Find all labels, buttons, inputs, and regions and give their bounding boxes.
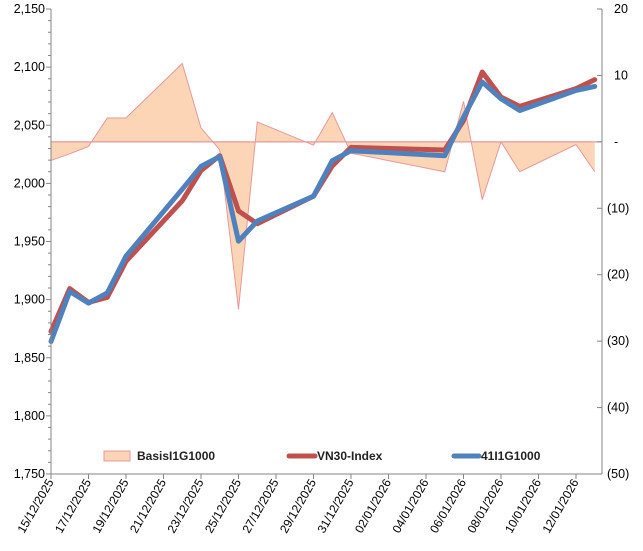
- x-axis-tick-label: 15/12/2025: [14, 476, 56, 535]
- line-layer: [48, 69, 598, 344]
- left-axis-tick-label: 2,150: [14, 2, 45, 16]
- left-axis-tick-label: 2,100: [14, 60, 45, 74]
- x-axis-tick-label: 27/12/2025: [239, 476, 281, 535]
- left-axis-tick-label: 1,800: [14, 409, 45, 423]
- legend-swatch-basis: [103, 450, 131, 462]
- right-axis-tick-label: 10: [614, 68, 628, 82]
- basis-area-layer: [50, 62, 602, 310]
- legend-label-vn30: VN30-Index: [317, 449, 383, 463]
- left-axis-tick-label: 1,900: [14, 293, 45, 307]
- x-axis-tick-label: 10/01/2026: [502, 476, 544, 535]
- legend: BasisI1G1000 VN30-Index 41I1G1000: [103, 449, 541, 463]
- x-axis-tick-label: 06/01/2026: [427, 476, 469, 535]
- x-axis-tick-label: 25/12/2025: [202, 476, 244, 535]
- x-axis-tick-label: 12/01/2026: [539, 476, 581, 535]
- x-axis-tick-label: 21/12/2025: [127, 476, 169, 535]
- x-axis-tick-label: 08/01/2026: [464, 476, 506, 535]
- legend-label-41i1g1000: 41I1G1000: [481, 449, 541, 463]
- x-axis-tick-label: 02/01/2026: [352, 476, 394, 535]
- left-axis-tick-label: 1,850: [14, 351, 45, 365]
- x-axis-tick-label: 17/12/2025: [52, 476, 94, 535]
- right-axis-tick-label: -: [614, 135, 618, 149]
- left-axis-tick-label: 1,750: [14, 467, 45, 481]
- left-axis-tick-label: 1,950: [14, 235, 45, 249]
- right-axis-tick-label: (50): [607, 467, 629, 481]
- x-axis-tick-label: 04/01/2026: [389, 476, 431, 535]
- right-axis-tick-label: (40): [607, 401, 629, 415]
- x-axis-tick-label: 29/12/2025: [277, 476, 319, 535]
- left-axis-tick-label: 2,050: [14, 118, 45, 132]
- x-axis-tick-label: 23/12/2025: [164, 476, 206, 535]
- right-axis-tick-label: 20: [614, 2, 628, 16]
- basis-area: [51, 63, 595, 310]
- right-axis-tick-label: (30): [607, 334, 629, 348]
- x-axis-tick-label: 19/12/2025: [89, 476, 131, 535]
- x-axis-tick-label: 31/12/2025: [314, 476, 356, 535]
- 41i1g1000-line: [48, 79, 598, 344]
- legend-label-basis: BasisI1G1000: [137, 449, 215, 463]
- right-axis-tick-label: (20): [607, 268, 629, 282]
- left-axis-tick-label: 2,000: [14, 176, 45, 190]
- basis-area-edge: [50, 62, 596, 310]
- right-axis-tick-label: (10): [607, 201, 629, 215]
